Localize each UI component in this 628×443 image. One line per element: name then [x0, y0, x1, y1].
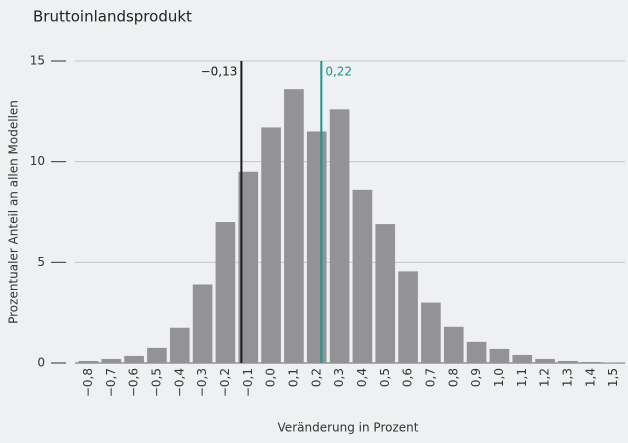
y-tick-label: 15 — [30, 54, 45, 68]
bar — [421, 302, 441, 363]
x-tick-label: 0,9 — [469, 368, 483, 387]
x-tick-label: −0,8 — [81, 368, 95, 397]
x-tick-label: 0,2 — [309, 368, 323, 387]
x-tick-label: −0,6 — [127, 368, 141, 397]
x-tick-label: 0,6 — [401, 368, 415, 387]
bar — [580, 361, 601, 363]
bar — [375, 224, 396, 363]
bar — [147, 347, 167, 363]
x-tick-label: −0,5 — [149, 368, 163, 397]
x-tick-label: 1,5 — [606, 368, 620, 387]
bar — [535, 358, 555, 363]
bar — [329, 109, 350, 363]
x-tick-label: 0,0 — [264, 368, 278, 387]
marker-label: −0,13 — [201, 65, 238, 79]
x-tick-label: 1,0 — [492, 368, 506, 387]
bar — [124, 355, 144, 363]
x-tick-label: −0,4 — [172, 368, 186, 397]
x-tick-label: 0,7 — [423, 368, 437, 387]
y-tick-label: 10 — [30, 154, 45, 168]
bar — [101, 358, 122, 363]
x-axis-label: Veränderung in Prozent — [278, 421, 419, 435]
x-tick-label: −0,7 — [104, 368, 118, 397]
bar — [443, 326, 464, 363]
x-tick-label: 0,1 — [286, 368, 300, 387]
bar — [398, 271, 418, 363]
x-tick-label: 0,8 — [446, 368, 460, 387]
bar — [512, 354, 533, 363]
bar — [558, 360, 578, 363]
bar — [169, 327, 190, 363]
bar — [306, 131, 327, 363]
chart-title: Bruttoinlandsprodukt — [33, 8, 192, 26]
x-tick-label: −0,3 — [195, 368, 209, 397]
x-tick-label: 1,1 — [515, 368, 529, 387]
x-tick-label: 1,2 — [538, 368, 552, 387]
bar — [261, 127, 281, 363]
x-tick-label: 1,3 — [560, 368, 574, 387]
bar — [238, 171, 259, 363]
x-tick-label: 0,4 — [355, 368, 369, 387]
x-tick-label: 1,4 — [583, 368, 597, 387]
bar — [192, 284, 213, 363]
bar — [466, 341, 487, 363]
bar — [215, 222, 236, 363]
x-tick-label: 0,3 — [332, 368, 346, 387]
bar — [284, 89, 304, 363]
x-tick-label: −0,1 — [241, 368, 255, 397]
bar — [352, 189, 373, 363]
bar — [78, 360, 99, 363]
x-tick-label: 0,5 — [378, 368, 392, 387]
y-tick-label: 5 — [37, 255, 45, 269]
x-tick-label: −0,2 — [218, 368, 232, 397]
y-tick-label: 0 — [37, 356, 45, 370]
marker-label: 0,22 — [325, 65, 352, 79]
bar — [489, 348, 510, 363]
y-axis-label: Prozentualer Anteil an allen Modellen — [7, 100, 21, 324]
